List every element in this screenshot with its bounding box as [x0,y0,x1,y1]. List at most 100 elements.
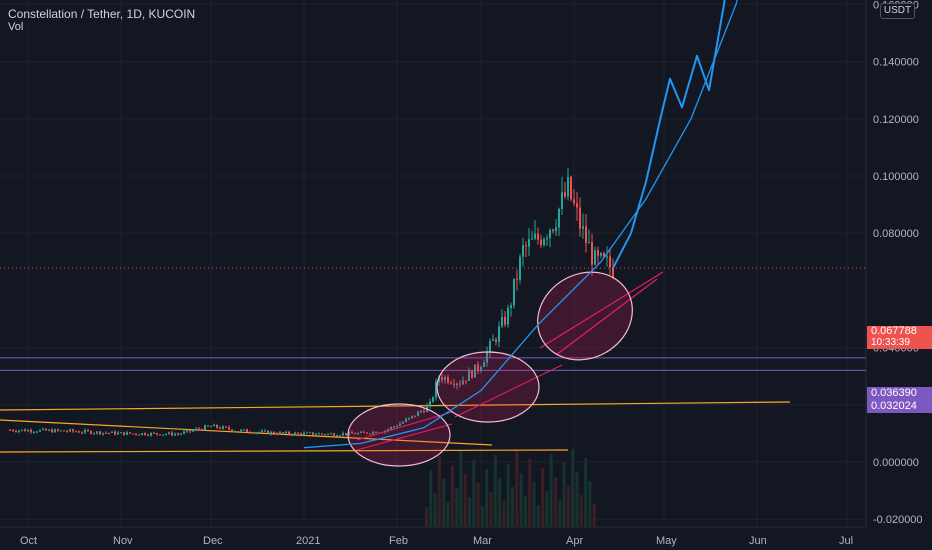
candle-body [138,434,140,436]
candle-body [435,382,437,398]
candle-body [204,425,206,431]
candle-body [120,432,122,434]
candle-body [192,430,194,432]
candle-body [210,426,212,428]
candle-body [15,431,17,433]
candle-body [315,434,317,436]
y-tick-label: 0.080000 [873,228,919,240]
candle-body [81,432,83,434]
channel-line [454,364,563,418]
candle-body [351,431,353,434]
candle-body [288,431,290,435]
candle-body [102,432,104,435]
candle-body [54,429,56,433]
candle-body [321,433,323,435]
candle-body [516,278,518,280]
candle-body [555,227,557,232]
volume-bar [566,486,570,527]
candle-body [564,192,566,197]
candle-body [90,431,92,434]
candle-body [30,430,32,433]
candle-body [366,432,368,434]
x-tick-label: Dec [203,535,223,547]
candle-body [600,253,602,256]
candle-body [495,339,497,342]
candle-body [183,431,185,434]
candle-body [450,382,452,384]
candle-body [258,431,260,433]
volume-bar [446,502,450,527]
candle-body [45,428,47,431]
candle-body [579,207,581,229]
candle-body [57,429,59,431]
last-price-badge: 0.067788 10:33:39 [867,326,932,349]
candle-body [531,238,533,240]
candle-body [519,256,521,280]
candle-body [78,431,80,433]
candle-body [306,432,308,434]
candle-body [252,432,254,434]
candle-body [267,430,269,434]
candle-body [147,434,149,436]
candle-body [477,364,479,371]
candle-body [501,317,503,327]
y-tick-label: -0.020000 [873,514,923,526]
candle-body [561,192,563,209]
candle-body [534,233,536,239]
x-tick-label: May [656,535,677,547]
level-high-badge: 0.036390 [867,387,932,400]
x-tick-label: Jul [839,535,853,547]
volume-bar [485,469,489,527]
candle-body [33,431,35,433]
candle-body [12,430,14,432]
candle-body [228,427,230,430]
x-tick-label: Feb [389,535,408,547]
volume-bar [502,501,506,527]
volume-bar [455,488,459,527]
candle-body [129,432,131,434]
currency-button[interactable]: USDT [880,3,915,19]
channel-line [555,278,658,356]
candle-body [486,351,488,363]
highlight-ellipse [436,351,540,423]
candle-body [66,431,68,433]
volume-bar [450,465,454,527]
candle-body [396,425,398,427]
candle-body [174,433,176,436]
candle-body [324,433,326,435]
candle-body [474,364,476,378]
candle-body [357,433,359,435]
candle-body [132,433,134,435]
volume-bar [429,470,433,527]
volume-bar [463,474,467,527]
candle-body [480,367,482,371]
candle-body [438,377,440,383]
candle-body [255,432,257,434]
candle-body [444,376,446,381]
volume-bar [532,482,536,527]
candle-body [330,433,332,435]
candle-body [369,433,371,435]
candle-body [492,339,494,341]
candle-body [507,307,509,325]
candle-body [153,432,155,434]
candle-body [225,426,227,428]
volume-bar [558,500,562,527]
candle-body [189,430,191,432]
volume-bar [588,481,592,527]
candle-body [216,424,218,428]
candle-body [525,245,527,247]
trendline-descending [0,419,493,446]
candle-body [36,431,38,433]
candle-body [513,278,515,306]
candle-body [387,429,389,431]
candle-body [342,433,344,436]
volume-bar [489,492,493,527]
candle-body [171,432,173,436]
candle-body [420,410,422,412]
volume-bar [498,478,502,527]
candle-body [498,326,500,342]
